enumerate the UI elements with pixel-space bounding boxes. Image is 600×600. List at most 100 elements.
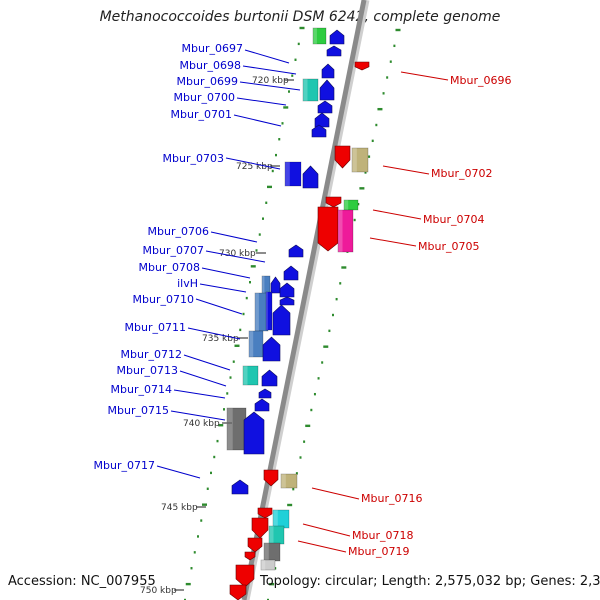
forward-gene-label-leader <box>242 65 297 75</box>
gene-arrow-fwd <box>262 336 281 362</box>
gene-block-tan <box>280 473 298 489</box>
gene-arrow-fwd <box>261 369 278 387</box>
forward-gene-label[interactable]: ilvH <box>177 277 198 290</box>
reverse-gene-label[interactable]: Mbur_0718 <box>352 529 413 542</box>
gene-block-magenta <box>337 209 354 253</box>
gene-arrow-fwd <box>258 388 272 399</box>
gene-arrow-fwd <box>270 276 281 294</box>
gene-block-green <box>312 27 327 45</box>
reverse-gene-label-leader <box>369 237 417 247</box>
gene-block-cyan-shine <box>273 510 278 528</box>
gene-arrow-rev <box>235 564 255 588</box>
gene-arrow-rev <box>317 206 339 252</box>
gene-arrow-fwd <box>243 411 265 455</box>
gene-block-gray-shine <box>227 408 233 450</box>
gene-arrow-fwd <box>319 79 335 101</box>
gene-arrow-fwd <box>326 45 342 57</box>
gene-block-blue <box>284 161 302 187</box>
forward-gene-label[interactable]: Mbur_0714 <box>111 383 172 396</box>
reverse-gene-label-leader <box>382 165 430 175</box>
gene-arrow-fwd <box>254 398 270 412</box>
reverse-gene-label-leader <box>297 540 347 553</box>
forward-gene-label[interactable]: Mbur_0698 <box>180 59 241 72</box>
forward-gene-label-leader <box>205 250 266 263</box>
forward-gene-label-leader <box>225 157 281 170</box>
forward-gene-label-leader <box>173 389 226 399</box>
gene-block-cyan-shine <box>243 366 248 385</box>
gene-arrow-fwd <box>329 29 345 45</box>
gene-arrow-rev <box>354 61 370 71</box>
gene-arrow-fwd <box>231 479 249 495</box>
gene-block-lightgray <box>260 559 276 571</box>
forward-gene-label-leader <box>244 49 290 64</box>
topology-summary: Topology: circular; Length: 2,575,032 bp… <box>260 574 600 589</box>
forward-gene-label[interactable]: Mbur_0717 <box>94 459 155 472</box>
gene-block-tan-shine <box>352 148 357 172</box>
forward-gene-label[interactable]: Mbur_0707 <box>143 244 204 257</box>
gene-arrow-rev <box>244 551 256 561</box>
reverse-gene-label-leader <box>311 487 360 500</box>
reverse-gene-label[interactable]: Mbur_0704 <box>423 213 484 226</box>
reverse-gene-label[interactable]: Mbur_0705 <box>418 240 479 253</box>
forward-gene-label-leader <box>183 354 231 371</box>
reverse-gene-label-leader <box>372 209 422 220</box>
forward-gene-label-leader <box>156 465 201 479</box>
gene-block-green-shine <box>344 200 349 210</box>
gene-block-gray-shine <box>264 543 269 561</box>
gene-arrow-fwd <box>302 165 319 189</box>
reverse-gene-label[interactable]: Mbur_0702 <box>431 167 492 180</box>
scale-tick-label: 735 kbp <box>202 334 239 344</box>
forward-gene-label[interactable]: Mbur_0701 <box>171 108 232 121</box>
label-layer: 720 kbp 725 kbp 730 kbp 735 kbp 740 kbp 745 k… <box>94 42 512 596</box>
gene-block-blue-shine <box>285 162 290 186</box>
gene-block-steel-shine <box>262 276 265 294</box>
scale-tick-label: 740 kbp <box>183 419 220 429</box>
gene-arrow-fwd <box>283 265 299 281</box>
gene-block-blue <box>265 291 273 331</box>
forward-gene-label[interactable]: Mbur_0712 <box>121 348 182 361</box>
scale-tick-label: 750 kbp <box>140 586 177 596</box>
forward-gene-label-leader <box>199 283 247 293</box>
gene-block-steel-shine <box>249 331 254 357</box>
gene-arrow-rev <box>257 507 273 519</box>
gene-block-cyan <box>242 365 259 386</box>
forward-gene-label[interactable]: Mbur_0706 <box>148 225 209 238</box>
background-layer <box>184 26 401 600</box>
forward-gene-label[interactable]: Mbur_0708 <box>139 261 200 274</box>
forward-gene-label-leader <box>195 298 243 315</box>
gene-block-blue-shine <box>266 292 268 330</box>
gene-arrow-rev <box>325 196 342 208</box>
gene-block-steel-shine <box>255 293 259 331</box>
reverse-gene-label[interactable]: Mbur_0719 <box>348 545 409 558</box>
gene-block-teal-shine <box>269 526 274 544</box>
reverse-gene-label[interactable]: Mbur_0696 <box>450 74 511 87</box>
forward-gene-label[interactable]: Mbur_0715 <box>108 404 169 417</box>
gene-arrow-fwd <box>279 282 295 298</box>
forward-gene-label[interactable]: Mbur_0700 <box>174 91 235 104</box>
gene-block-tan-shine <box>281 474 286 488</box>
gene-block-tan <box>351 147 369 173</box>
reverse-gene-label-leader <box>400 71 449 81</box>
gene-arrow-fwd <box>288 244 304 258</box>
forward-gene-label[interactable]: Mbur_0713 <box>117 364 178 377</box>
forward-gene-label[interactable]: Mbur_0710 <box>133 293 194 306</box>
reverse-gene-label-leader <box>302 523 351 537</box>
gc-trail-left <box>184 26 305 600</box>
gene-block-green-shine <box>313 28 317 44</box>
forward-gene-label[interactable]: Mbur_0711 <box>125 321 186 334</box>
gene-block-lightgray-shine <box>261 560 266 570</box>
forward-gene-label-leader <box>236 97 287 106</box>
forward-gene-label-leader <box>239 81 301 91</box>
scale-tick-label: 720 kbp <box>252 76 289 86</box>
forward-gene-label[interactable]: Mbur_0703 <box>163 152 224 165</box>
forward-gene-label[interactable]: Mbur_0697 <box>182 42 243 55</box>
reverse-gene-label[interactable]: Mbur_0716 <box>361 492 422 505</box>
gene-arrow-rev <box>229 584 247 600</box>
gene-block-teal <box>302 78 319 102</box>
gene-arrow-rev <box>334 145 351 169</box>
forward-gene-label[interactable]: Mbur_0699 <box>177 75 238 88</box>
gene-arrow-rev <box>263 469 279 487</box>
gene-arrow-fwd <box>321 63 335 79</box>
